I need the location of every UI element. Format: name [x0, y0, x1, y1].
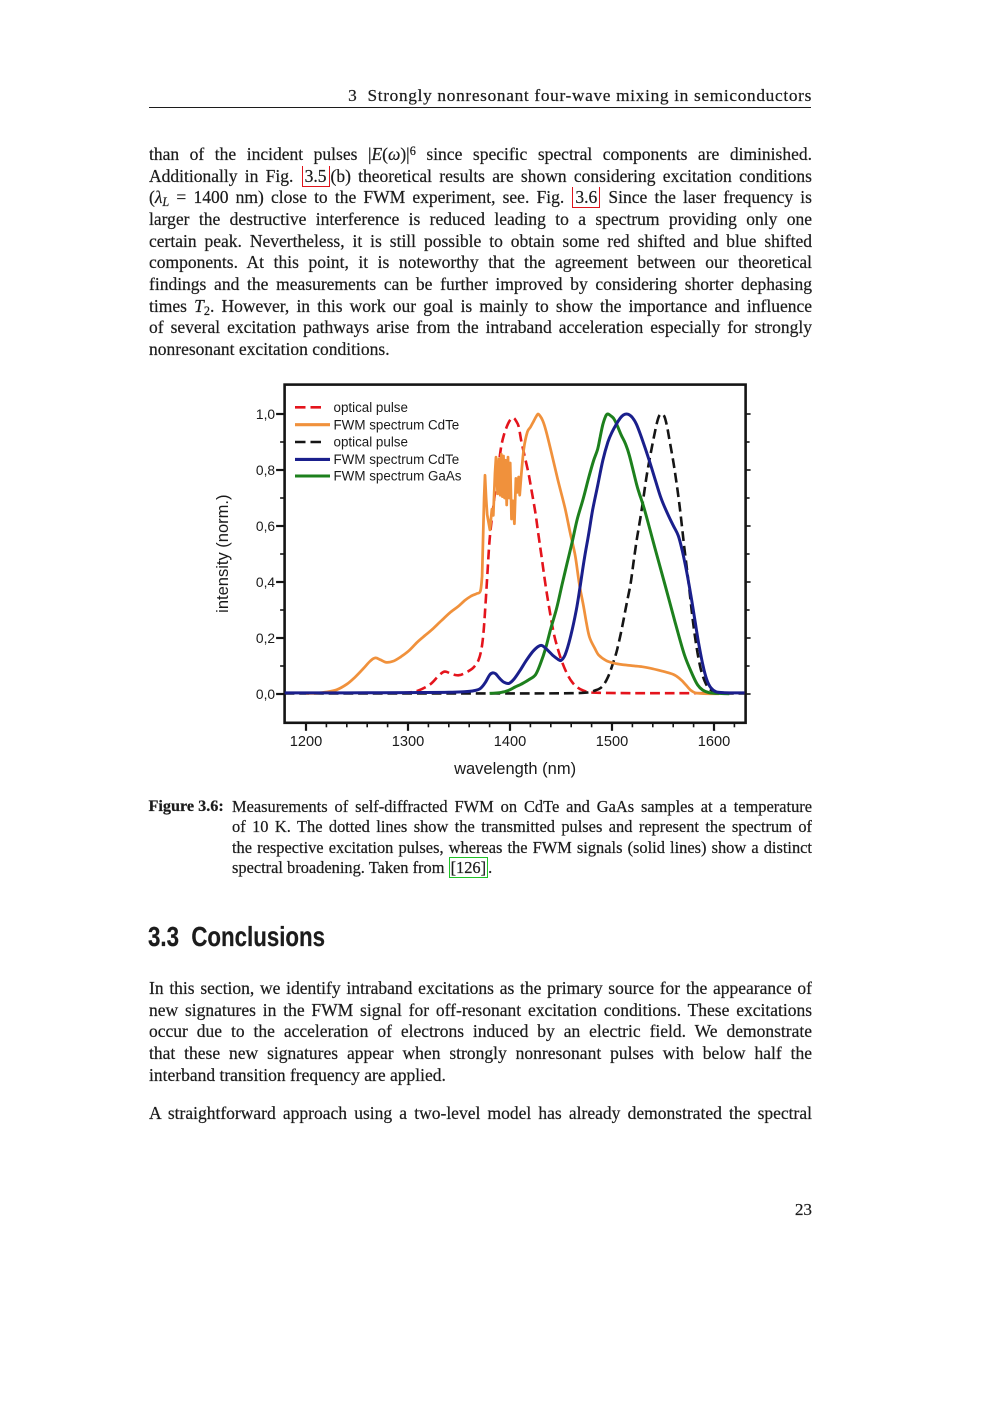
svg-text:1,0: 1,0	[256, 407, 276, 422]
svg-text:0,4: 0,4	[256, 575, 276, 590]
svg-text:FWM spectrum CdTe: FWM spectrum CdTe	[334, 417, 460, 432]
svg-text:0,8: 0,8	[256, 463, 276, 478]
svg-text:0,0: 0,0	[256, 687, 276, 702]
svg-text:0,2: 0,2	[256, 631, 275, 646]
svg-text:1500: 1500	[596, 734, 628, 750]
svg-text:optical pulse: optical pulse	[334, 400, 408, 415]
svg-text:1300: 1300	[392, 734, 424, 750]
svg-text:wavelength (nm): wavelength (nm)	[453, 760, 576, 778]
svg-text:1400: 1400	[494, 734, 526, 750]
svg-text:optical pulse: optical pulse	[334, 435, 408, 450]
svg-text:intensity (norm.): intensity (norm.)	[214, 495, 232, 613]
svg-text:FWM spectrum GaAs: FWM spectrum GaAs	[334, 469, 462, 484]
svg-text:1600: 1600	[698, 734, 730, 750]
svg-text:0,6: 0,6	[256, 519, 276, 534]
svg-text:1200: 1200	[290, 734, 322, 750]
svg-text:FWM spectrum CdTe: FWM spectrum CdTe	[334, 452, 460, 467]
